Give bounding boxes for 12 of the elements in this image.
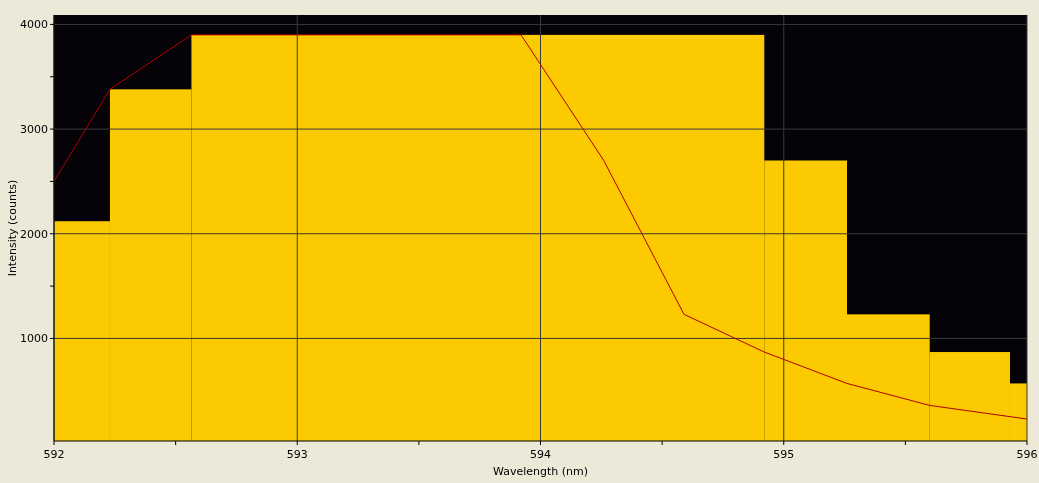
x-tick-label: 592: [43, 448, 65, 461]
y-tick-label: 4000: [20, 18, 48, 32]
x-axis-title: Wavelength (nm): [492, 465, 589, 478]
y-tick-label: 1000: [20, 332, 48, 346]
x-tick-label: 595: [773, 448, 795, 461]
y-tick-label: 2000: [20, 227, 48, 241]
x-tick-label: 593: [286, 448, 308, 461]
x-tick-label: 596: [1016, 448, 1038, 461]
y-tick-label: 3000: [20, 123, 48, 137]
y-axis-title: Intensity (counts): [6, 179, 19, 277]
x-tick-label: 594: [530, 448, 551, 461]
line-series: [54, 34, 1027, 420]
